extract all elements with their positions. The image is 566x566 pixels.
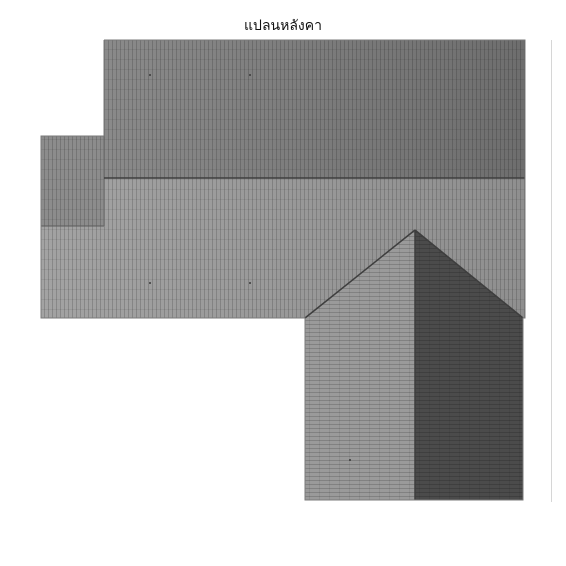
frame-edge-line [551, 40, 552, 502]
roof-plane-wing-left [305, 230, 415, 500]
roof-ridge-lines [104, 177, 525, 500]
roof-eave-outline [40, 39, 526, 501]
roof-plane-wing-right [415, 230, 523, 500]
roof-mark-dots [149, 74, 351, 461]
roof-plane-lower [41, 178, 525, 318]
roof-plan-title: แปลนหลังคา [244, 18, 322, 34]
roof-plane-annex [41, 136, 105, 227]
roof-plane-upper [104, 40, 525, 178]
